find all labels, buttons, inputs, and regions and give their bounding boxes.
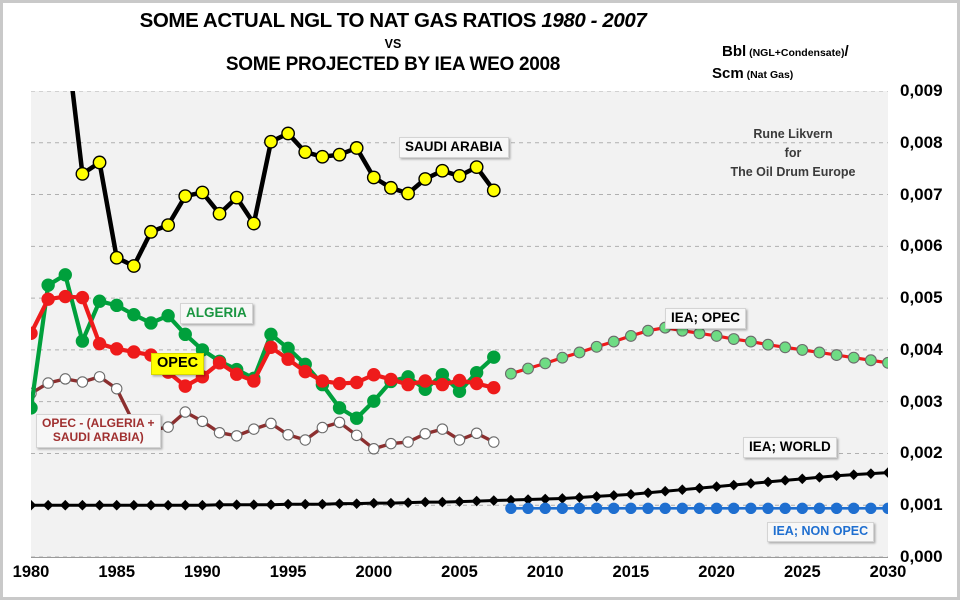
series-label-iea-opec: IEA; OPEC bbox=[665, 308, 747, 330]
attribution-author: Rune Likvern bbox=[753, 127, 833, 141]
y-axis-tick-label: 0,009 bbox=[900, 81, 943, 100]
opec-minus-line2: SAUDI ARABIA) bbox=[52, 430, 144, 445]
unit-numerator: Bbl (NGL+Condensate)/ bbox=[708, 41, 938, 63]
series-opec bbox=[31, 289, 501, 395]
unit-numerator-detail: (NGL+Condensate) bbox=[746, 47, 845, 59]
series-label-saudi-arabia: SAUDI ARABIA bbox=[399, 137, 509, 159]
y-axis-tick-label: 0,008 bbox=[900, 132, 943, 152]
x-axis-tick-label: 2025 bbox=[783, 563, 821, 581]
series-label-opec-minus-algeria-saudi: OPEC - (ALGERIA + SAUDI ARABIA) bbox=[36, 414, 161, 448]
x-axis-tick-label: 1980 bbox=[12, 563, 50, 581]
y-axis-tick-label: 0,002 bbox=[900, 443, 943, 463]
x-axis-tick-label: 2020 bbox=[698, 563, 735, 581]
series-saudi-arabia bbox=[70, 91, 501, 273]
y-axis-tick-label: 0,001 bbox=[900, 495, 943, 515]
plot-area bbox=[31, 91, 888, 558]
attribution-for: for bbox=[784, 145, 802, 160]
x-axis-tick-label: 2000 bbox=[355, 563, 393, 581]
page-title: SOME ACTUAL NGL TO NAT GAS RATIOS 1980 -… bbox=[63, 9, 723, 33]
series-label-opec: OPEC bbox=[151, 353, 205, 376]
series-label-iea-world: IEA; WORLD bbox=[743, 437, 837, 459]
y-axis-tick-label: 0,000 bbox=[900, 547, 943, 566]
y-axis-tick-label: 0,006 bbox=[900, 236, 943, 256]
x-axis-tick-label: 2030 bbox=[869, 563, 907, 581]
x-axis-tick-label: 1990 bbox=[184, 563, 221, 581]
y-axis-tick-label: 0,005 bbox=[900, 288, 943, 308]
y-axis-tick-label: 0,003 bbox=[900, 391, 943, 411]
chart-canvas bbox=[31, 91, 888, 557]
unit-denominator-main: Scm bbox=[712, 64, 744, 82]
unit-numerator-main: Bbl bbox=[722, 43, 747, 60]
x-axis-tick-label: 2015 bbox=[612, 563, 650, 581]
series-label-algeria: ALGERIA bbox=[180, 303, 253, 325]
title-main: SOME ACTUAL NGL TO NAT GAS RATIOS bbox=[139, 9, 542, 32]
x-axis-tick-label: 2010 bbox=[526, 563, 564, 581]
y-axis-tick-label: 0,007 bbox=[900, 184, 943, 204]
chart-title-block: SOME ACTUAL NGL TO NAT GAS RATIOS 1980 -… bbox=[63, 9, 723, 76]
unit-legend: Bbl (NGL+Condensate)/ Scm (Nat Gas) bbox=[708, 41, 938, 85]
title-vs: VS bbox=[384, 37, 402, 51]
title-subtitle: SOME PROJECTED BY IEA WEO 2008 bbox=[225, 54, 561, 75]
attribution-org: The Oil Drum Europe bbox=[730, 164, 856, 179]
x-axis-tick-label: 2005 bbox=[441, 563, 478, 581]
series-iea-non-opec bbox=[505, 502, 888, 515]
x-axis-tick-label: 1995 bbox=[269, 563, 307, 581]
title-year-range: 1980 - 2007 bbox=[541, 9, 647, 32]
opec-minus-line1: OPEC - (ALGERIA + bbox=[42, 416, 155, 430]
unit-denominator-detail: (Nat Gas) bbox=[743, 68, 794, 81]
series-label-iea-non-opec: IEA; NON OPEC bbox=[767, 522, 875, 542]
series-iea-world bbox=[31, 467, 888, 511]
y-axis-tick-label: 0,004 bbox=[900, 339, 943, 359]
unit-denominator: Scm (Nat Gas) bbox=[708, 63, 938, 85]
series-iea-opec bbox=[504, 321, 888, 380]
attribution-block: Rune Likvern for The Oil Drum Europe bbox=[693, 125, 893, 181]
unit-slash: / bbox=[844, 43, 849, 60]
x-axis-tick-label: 1985 bbox=[98, 563, 136, 581]
